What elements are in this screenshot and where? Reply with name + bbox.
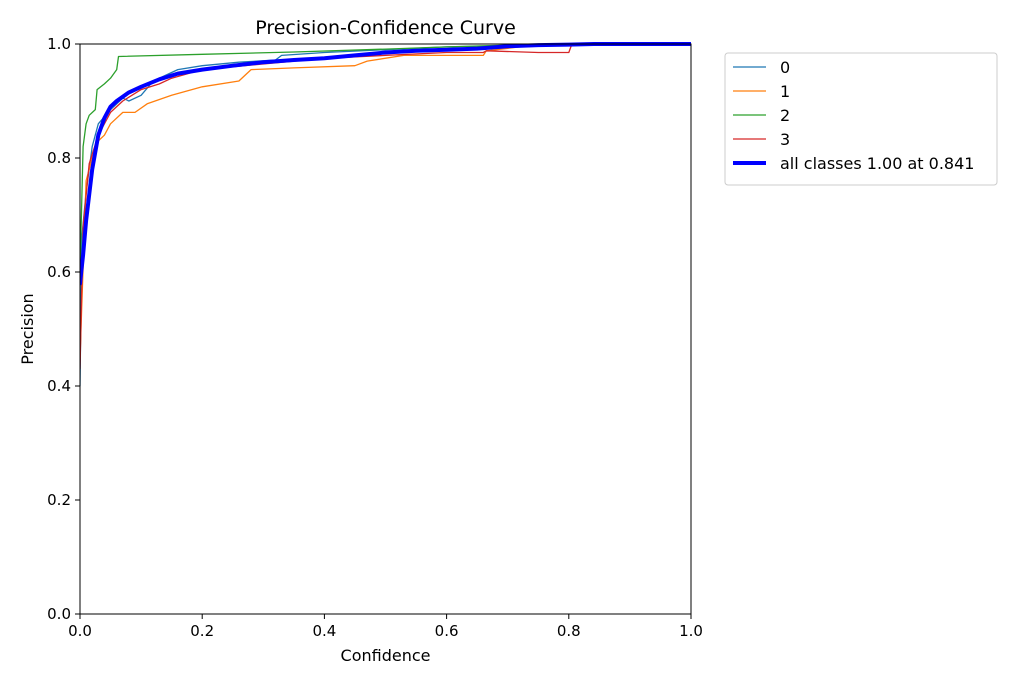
legend-label-0: 0: [780, 58, 790, 77]
x-tick-label: 0.0: [68, 622, 92, 640]
y-tick-label: 0.8: [47, 149, 71, 167]
chart-title: Precision-Confidence Curve: [255, 17, 516, 39]
y-tick-label: 1.0: [47, 35, 71, 53]
plot-frame: [79, 43, 692, 615]
x-tick-label: 1.0: [679, 622, 703, 640]
series-line-2: [80, 43, 691, 273]
y-tick-label: 0.4: [47, 377, 71, 395]
legend-label-2: 2: [780, 106, 790, 125]
legend-box: [724, 52, 998, 186]
series-layer: [80, 42, 691, 387]
y-axis: 0.0 0.2 0.4 0.6 0.8 1.0: [47, 35, 80, 623]
legend-label-1: 1: [780, 82, 790, 101]
legend-label-3: 3: [780, 130, 790, 149]
series-line-4: [80, 42, 691, 286]
x-axis: 0.0 0.2 0.4 0.6 0.8 1.0: [68, 614, 703, 640]
x-axis-label: Confidence: [341, 646, 431, 665]
x-tick-label: 0.2: [190, 622, 214, 640]
y-tick-label: 0.6: [47, 263, 71, 281]
legend: 0 1 2 3 all classes 1.00 at 0.841: [724, 52, 998, 186]
y-tick-label: 0.2: [47, 491, 71, 509]
x-tick-label: 0.4: [312, 622, 336, 640]
y-axis-label: Precision: [18, 293, 37, 364]
x-tick-label: 0.6: [435, 622, 459, 640]
series-line-1: [80, 43, 691, 359]
x-tick-label: 0.8: [557, 622, 581, 640]
y-tick-label: 0.0: [47, 605, 71, 623]
legend-label-4: all classes 1.00 at 0.841: [780, 154, 974, 173]
